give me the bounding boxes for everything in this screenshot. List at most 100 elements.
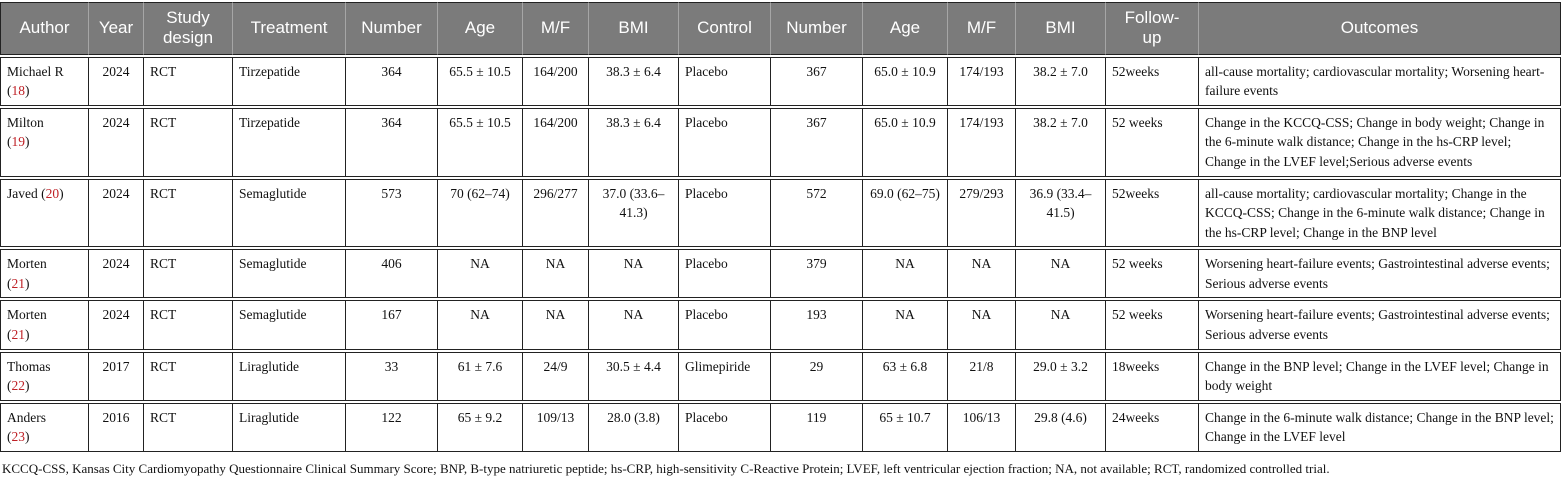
outcomes-cell: Change in the BNP level; Change in the L… <box>1198 351 1561 401</box>
c-mf-cell: NA <box>947 300 1015 350</box>
t-age-cell: 70 (62–74) <box>437 178 522 248</box>
column-header-t-mf: M/F <box>522 2 588 55</box>
t-number-cell: 122 <box>345 402 437 452</box>
author-reference-number: 20 <box>45 185 60 201</box>
t-bmi-cell: NA <box>588 300 678 350</box>
author-cell: Milton (19) <box>0 107 88 177</box>
author-cell: Javed (20) <box>0 178 88 248</box>
author-cell: Morten (21) <box>0 249 88 299</box>
c-bmi-cell: 29.8 (4.6) <box>1015 402 1105 452</box>
t-age-cell: NA <box>437 249 522 299</box>
t-age-cell: 61 ± 7.6 <box>437 351 522 401</box>
table-row: Javed (20) 2024 RCT Semaglutide 573 70 (62–74… <box>0 178 1561 248</box>
c-bmi-cell: NA <box>1015 249 1105 299</box>
author-name: Javed <box>7 185 38 201</box>
t-age-cell: NA <box>437 300 522 350</box>
t-number-cell: 33 <box>345 351 437 401</box>
column-header-t-age: Age <box>437 2 522 55</box>
table-row: Milton (19) 2024 RCT Tirzepatide 364 65.5 ± 10… <box>0 107 1561 177</box>
t-age-cell: 65.5 ± 10.5 <box>437 56 522 106</box>
column-header-study-design: Study design <box>143 2 232 55</box>
c-number-cell: 367 <box>770 107 862 177</box>
column-header-control: Control <box>678 2 770 55</box>
column-header-t-bmi: BMI <box>588 2 678 55</box>
author-cell: Morten (21) <box>0 300 88 350</box>
t-mf-cell: 296/277 <box>522 178 588 248</box>
c-bmi-cell: 38.2 ± 7.0 <box>1015 107 1105 177</box>
t-bmi-cell: 30.5 ± 4.4 <box>588 351 678 401</box>
author-name: Morten <box>7 307 47 323</box>
c-number-cell: 367 <box>770 56 862 106</box>
study-design-cell: RCT <box>143 402 232 452</box>
column-header-treatment: Treatment <box>232 2 345 55</box>
author-reference-number: 18 <box>11 83 26 99</box>
c-age-cell: 65 ± 10.7 <box>862 402 947 452</box>
t-age-cell: 65.5 ± 10.5 <box>437 107 522 177</box>
column-header-follow-up: Follow-up <box>1105 2 1198 55</box>
c-number-cell: 193 <box>770 300 862 350</box>
t-bmi-cell: 38.3 ± 6.4 <box>588 107 678 177</box>
c-mf-cell: 21/8 <box>947 351 1015 401</box>
outcomes-cell: all-cause mortality; cardiovascular mort… <box>1198 56 1561 106</box>
column-header-outcomes: Outcomes <box>1198 2 1561 55</box>
control-cell: Placebo <box>678 300 770 350</box>
year-cell: 2017 <box>88 351 143 401</box>
column-header-c-mf: M/F <box>947 2 1015 55</box>
control-cell: Placebo <box>678 178 770 248</box>
column-header-year: Year <box>88 2 143 55</box>
c-bmi-cell: 36.9 (33.4–41.5) <box>1015 178 1105 248</box>
column-header-author: Author <box>0 2 88 55</box>
c-age-cell: NA <box>862 300 947 350</box>
year-cell: 2024 <box>88 178 143 248</box>
c-age-cell: 65.0 ± 10.9 <box>862 56 947 106</box>
author-reference-number: 23 <box>11 429 26 445</box>
study-design-cell: RCT <box>143 249 232 299</box>
study-design-cell: RCT <box>143 107 232 177</box>
author-name: Michael R <box>7 63 64 79</box>
study-design-cell: RCT <box>143 351 232 401</box>
c-bmi-cell: NA <box>1015 300 1105 350</box>
year-cell: 2024 <box>88 249 143 299</box>
control-cell: Placebo <box>678 56 770 106</box>
t-mf-cell: NA <box>522 249 588 299</box>
t-number-cell: 364 <box>345 107 437 177</box>
table-row: Thomas (22) 2017 RCT Liraglutide 33 61 ± 7.6 24… <box>0 351 1561 401</box>
table-row: Morten (21) 2024 RCT Semaglutide 406 NA NA NA Pla… <box>0 249 1561 299</box>
control-cell: Placebo <box>678 107 770 177</box>
header-row: Author Year Study design Treatment Number Age… <box>0 2 1561 55</box>
author-name: Thomas <box>7 358 51 374</box>
author-name: Anders <box>7 409 46 425</box>
author-reference-number: 22 <box>11 378 26 394</box>
control-cell: Placebo <box>678 249 770 299</box>
study-design-cell: RCT <box>143 178 232 248</box>
c-number-cell: 29 <box>770 351 862 401</box>
follow-up-cell: 52weeks <box>1105 178 1198 248</box>
treatment-cell: Liraglutide <box>232 351 345 401</box>
c-mf-cell: 106/13 <box>947 402 1015 452</box>
column-header-c-age: Age <box>862 2 947 55</box>
t-bmi-cell: 38.3 ± 6.4 <box>588 56 678 106</box>
study-design-cell: RCT <box>143 56 232 106</box>
t-age-cell: 65 ± 9.2 <box>437 402 522 452</box>
year-cell: 2016 <box>88 402 143 452</box>
c-number-cell: 572 <box>770 178 862 248</box>
t-number-cell: 167 <box>345 300 437 350</box>
year-cell: 2024 <box>88 56 143 106</box>
t-bmi-cell: 28.0 (3.8) <box>588 402 678 452</box>
treatment-cell: Tirzepatide <box>232 107 345 177</box>
treatment-cell: Liraglutide <box>232 402 345 452</box>
treatment-cell: Semaglutide <box>232 178 345 248</box>
column-header-t-number: Number <box>345 2 437 55</box>
t-bmi-cell: NA <box>588 249 678 299</box>
c-age-cell: 69.0 (62–75) <box>862 178 947 248</box>
table-body: Michael R (18) 2024 RCT Tirzepatide 364 65.5 ±… <box>0 56 1561 452</box>
outcomes-cell: Worsening heart-failure events; Gastroin… <box>1198 300 1561 350</box>
t-number-cell: 364 <box>345 56 437 106</box>
t-mf-cell: 164/200 <box>522 56 588 106</box>
c-number-cell: 119 <box>770 402 862 452</box>
c-mf-cell: 174/193 <box>947 107 1015 177</box>
control-cell: Placebo <box>678 402 770 452</box>
c-mf-cell: 279/293 <box>947 178 1015 248</box>
c-number-cell: 379 <box>770 249 862 299</box>
table-row: Michael R (18) 2024 RCT Tirzepatide 364 65.5 ±… <box>0 56 1561 106</box>
